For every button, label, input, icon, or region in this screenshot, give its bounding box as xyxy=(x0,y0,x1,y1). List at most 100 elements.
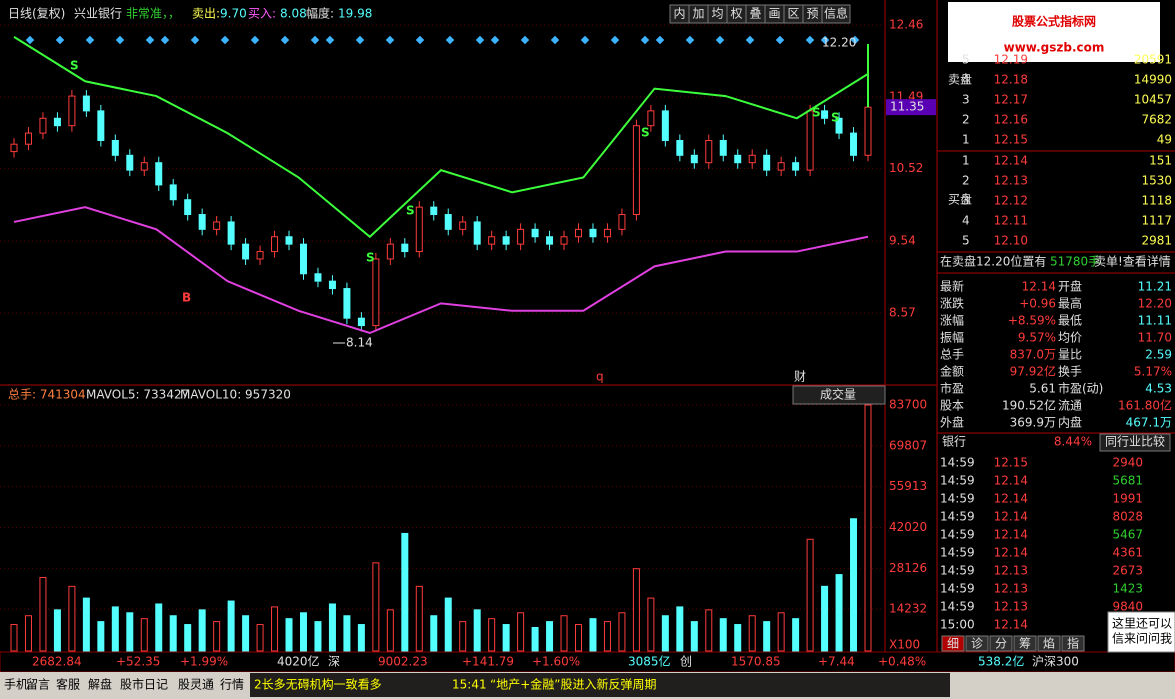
watermark-bg xyxy=(948,2,1160,62)
volume-bar xyxy=(97,621,105,652)
stat-value: 11.21 xyxy=(1138,280,1172,294)
taskbar-button[interactable]: 行情 xyxy=(220,678,244,692)
order-volume: 14990 xyxy=(1134,73,1172,87)
stat-label: 金额 xyxy=(940,364,964,379)
tab-label[interactable]: 细 xyxy=(947,637,959,651)
tick-time: 14:59 xyxy=(940,474,975,488)
label: 卖出: xyxy=(192,7,220,21)
toolbar-label[interactable]: 画 xyxy=(768,7,780,21)
tick-volume: 1991 xyxy=(1112,492,1143,506)
stat-label: 外盘 xyxy=(940,415,964,430)
taskbar-button[interactable]: 客服 xyxy=(56,677,80,692)
toolbar-label[interactable]: 加 xyxy=(692,7,704,21)
taskbar-button[interactable]: 股市日记 xyxy=(120,677,168,692)
toolbar-label[interactable]: 叠 xyxy=(749,7,761,21)
notice-link[interactable]: 卖单!查看详情 xyxy=(1094,254,1171,269)
index-item: 创 xyxy=(680,655,692,669)
volume-bar xyxy=(864,404,872,652)
buy-title: 买盘 xyxy=(948,192,972,207)
order-price: 12.16 xyxy=(994,113,1028,127)
tab-label[interactable]: 筹 xyxy=(1019,637,1031,651)
toolbar-label[interactable]: 预 xyxy=(806,7,818,21)
y-tick-label: 9.54 xyxy=(889,234,916,248)
order-price: 12.15 xyxy=(994,133,1028,147)
candle xyxy=(473,221,481,245)
candle xyxy=(372,258,380,327)
tick-volume: 1423 xyxy=(1112,582,1143,596)
low-label: 8.14 xyxy=(346,336,373,350)
chart-mode: 日线(复权) xyxy=(8,7,65,21)
tab[interactable] xyxy=(989,635,1013,652)
candle xyxy=(560,236,568,245)
volume-bar xyxy=(155,603,163,652)
tab[interactable] xyxy=(941,635,965,652)
indicator-selector[interactable] xyxy=(792,385,886,405)
toolbar-label[interactable]: 均 xyxy=(711,7,723,21)
stock-name: 兴业银行 xyxy=(74,7,122,21)
volume-bar xyxy=(835,574,843,652)
volume-bar xyxy=(271,606,279,652)
volume-bar xyxy=(299,612,307,652)
stat-value: 161.80亿 xyxy=(1118,398,1172,413)
volume-bar xyxy=(488,618,496,652)
taskbar-button[interactable]: 解盘 xyxy=(88,677,112,692)
index-item: 9002.23 xyxy=(378,655,428,669)
tab[interactable] xyxy=(1013,635,1037,652)
candle xyxy=(763,154,771,171)
tab-label[interactable]: 指 xyxy=(1067,636,1079,651)
volume-bar xyxy=(285,618,293,652)
news-bg xyxy=(250,673,950,697)
candle xyxy=(198,214,206,230)
sell-title: 卖盘 xyxy=(948,72,972,87)
compare-label[interactable]: 同行业比较 xyxy=(1105,434,1165,449)
taskbar-button[interactable]: 股灵通 xyxy=(178,678,214,692)
candle xyxy=(82,95,90,112)
order-price: 12.13 xyxy=(994,174,1028,188)
volume-bar xyxy=(719,618,727,652)
signal-diamond xyxy=(160,35,170,45)
high-label: 12.20 xyxy=(822,36,856,50)
candle xyxy=(792,162,800,171)
volume-bar xyxy=(198,609,206,652)
level: 2 xyxy=(962,174,970,188)
candle xyxy=(24,132,32,145)
toolbar-label[interactable]: 权 xyxy=(730,7,742,21)
stat-value: 369.9万 xyxy=(1010,416,1056,430)
toolbar-label[interactable]: 内 xyxy=(673,7,685,21)
candle xyxy=(676,139,684,156)
volume-bar xyxy=(560,615,568,652)
volume-bar xyxy=(763,621,771,652)
tab[interactable] xyxy=(965,635,989,652)
candle xyxy=(821,110,829,119)
candle xyxy=(575,228,583,238)
order-price: 12.18 xyxy=(994,73,1028,87)
toolbar-label[interactable]: 区 xyxy=(787,7,799,21)
tab-label[interactable]: 诊 xyxy=(971,637,983,651)
index-item: 1570.85 xyxy=(731,655,781,669)
stat-label: 股本 xyxy=(940,399,964,413)
taskbar-button[interactable]: 留言 xyxy=(26,678,50,692)
volume-bar xyxy=(531,626,539,652)
volume-bar xyxy=(647,597,655,652)
order-price: 12.10 xyxy=(994,234,1028,248)
tab-label[interactable]: 焰 xyxy=(1043,636,1055,651)
candle xyxy=(314,273,322,282)
toolbar-button[interactable] xyxy=(821,4,851,24)
volume-bar xyxy=(24,615,32,652)
compare-button[interactable] xyxy=(1099,433,1171,452)
volume-bar xyxy=(140,618,148,652)
candle xyxy=(111,139,119,156)
taskbar-button[interactable]: 手机 xyxy=(4,678,28,692)
tab-label[interactable]: 分 xyxy=(995,637,1007,651)
stat-label: 振幅 xyxy=(940,330,964,345)
sell-signal: S xyxy=(831,111,840,125)
toolbar-label[interactable]: 信息 xyxy=(824,6,848,21)
candle xyxy=(299,243,307,275)
event-mark: q xyxy=(596,370,604,384)
volume-bar xyxy=(111,606,119,652)
tab[interactable] xyxy=(1061,635,1085,652)
volume-bar xyxy=(53,609,61,652)
indicator-label[interactable]: 成交量 xyxy=(820,387,856,402)
candle xyxy=(719,139,727,156)
tab[interactable] xyxy=(1037,635,1061,652)
